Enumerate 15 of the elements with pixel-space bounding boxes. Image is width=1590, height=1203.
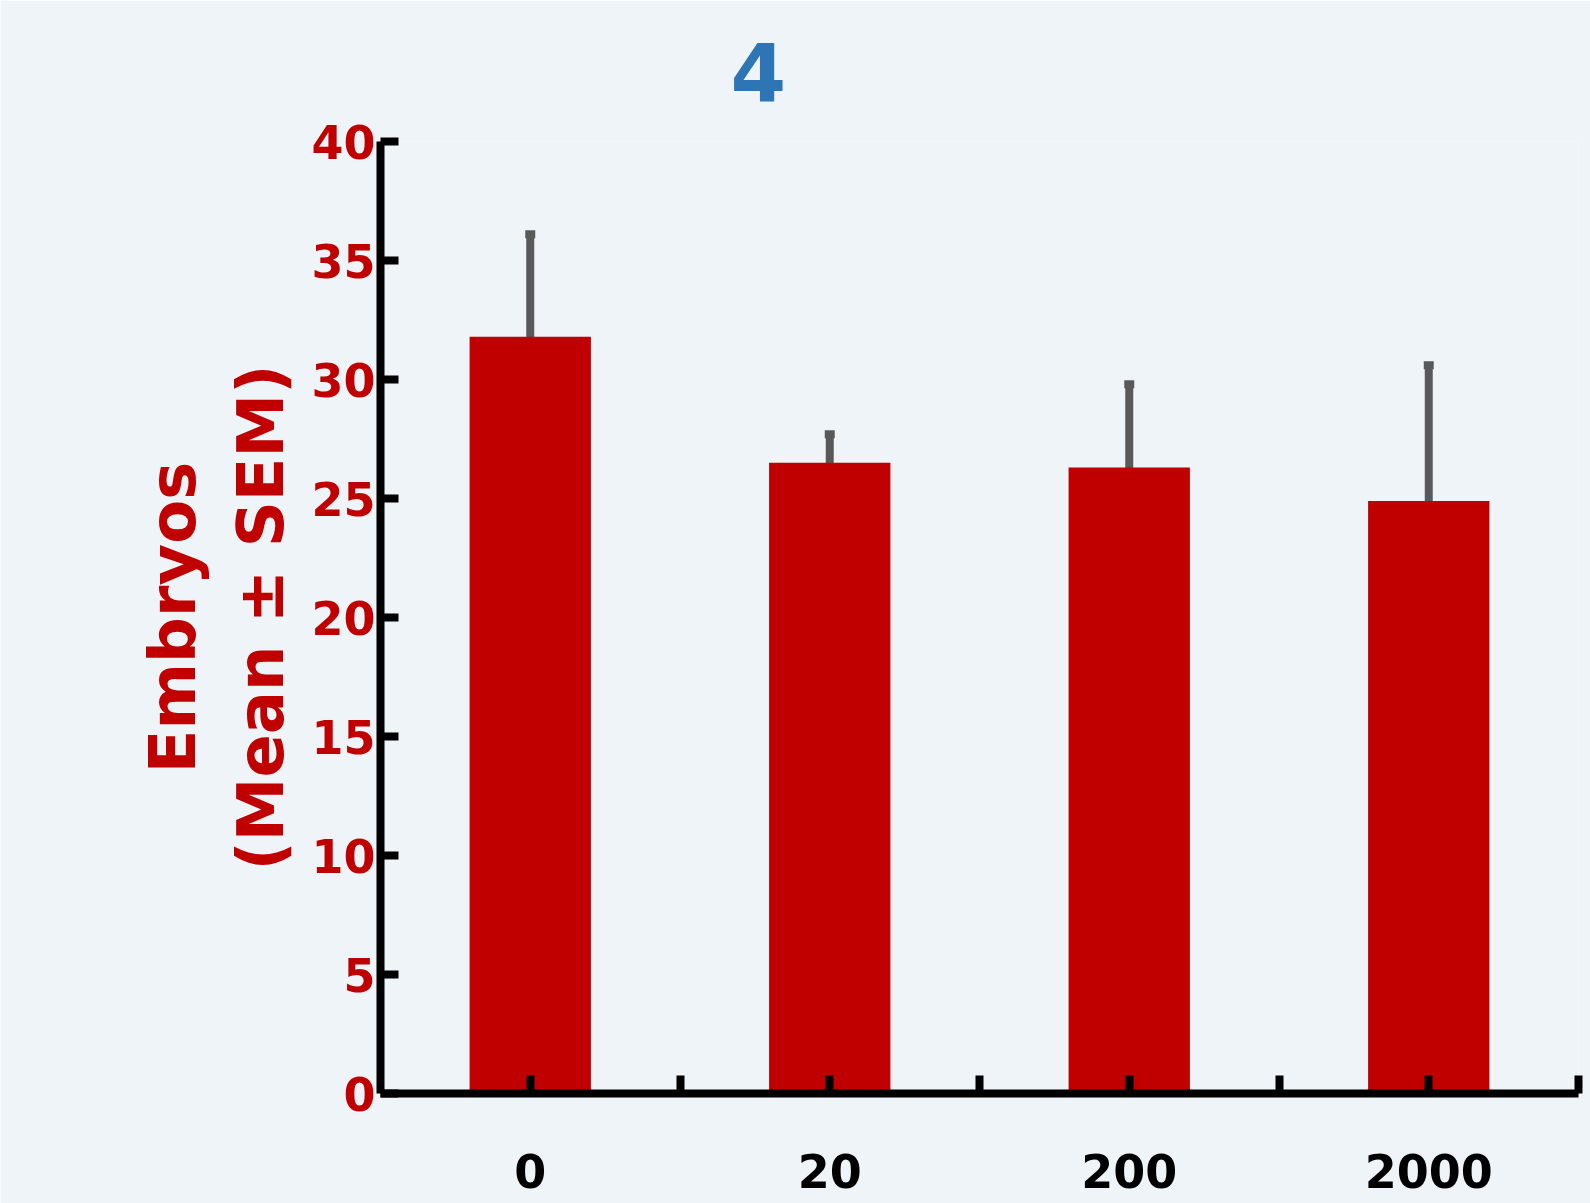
text: 4 (730, 27, 787, 121)
y-tick-label: 20 (311, 591, 376, 646)
x-tick-label: 2000 (1364, 1144, 1493, 1199)
y-tick-label: 25 (311, 472, 376, 527)
y-tick-label: 40 (311, 115, 376, 170)
y-tick-label: 0 (343, 1067, 376, 1122)
y-tick-label: 35 (311, 234, 376, 289)
y-tick-label: 15 (311, 710, 376, 765)
y-tick-label: 10 (311, 829, 376, 884)
x-tick-label: 0 (514, 1144, 547, 1199)
y-axis-title: Embryos (Mean ± SEM) (135, 364, 299, 871)
y-tick-label: 30 (311, 353, 376, 408)
y-tick-label: 5 (343, 948, 376, 1003)
x-tick-label: 200 (1081, 1144, 1178, 1199)
x-tick-label: 20 (797, 1144, 862, 1199)
